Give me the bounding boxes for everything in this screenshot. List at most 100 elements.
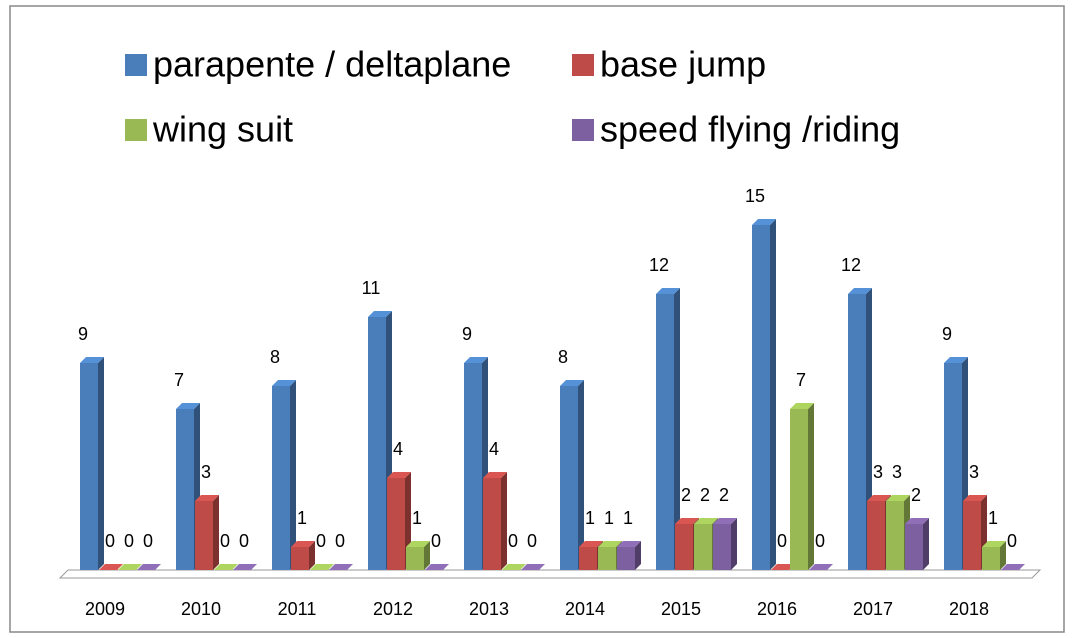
data-label: 8 (270, 347, 280, 367)
bar-top (771, 564, 795, 570)
data-label: 9 (78, 324, 88, 344)
x-tick-label: 2014 (565, 599, 605, 619)
bar (752, 219, 776, 570)
bar-front (656, 294, 674, 570)
bar-top (848, 288, 872, 294)
data-label: 0 (508, 531, 518, 551)
x-tick-label: 2017 (853, 599, 893, 619)
data-label: 0 (777, 531, 787, 551)
data-label: 0 (220, 531, 230, 551)
x-tick-label: 2013 (469, 599, 509, 619)
bar-front (982, 547, 1000, 570)
bar-top (483, 472, 507, 478)
bar-top (617, 541, 641, 547)
bar (521, 564, 545, 570)
legend-label: base jump (600, 44, 766, 85)
bar-front (694, 524, 712, 570)
bar (291, 541, 315, 570)
bar-side (770, 219, 776, 570)
bar-top (387, 472, 411, 478)
bar-front (598, 547, 616, 570)
bar-front (483, 478, 501, 570)
bar-front (368, 317, 386, 570)
bar-top (233, 564, 257, 570)
data-label: 0 (431, 531, 441, 551)
bar-top (675, 518, 699, 524)
data-label: 1 (297, 508, 307, 528)
bar (118, 564, 142, 570)
legend-swatch (125, 54, 147, 76)
plot (80, 219, 1025, 570)
bar-top (598, 541, 622, 547)
bar (137, 564, 161, 570)
bar-top (886, 495, 910, 501)
data-label: 7 (174, 370, 184, 390)
bar (425, 564, 449, 570)
bar-top (656, 288, 680, 294)
x-tick-label: 2009 (85, 599, 125, 619)
data-label: 3 (892, 462, 902, 482)
data-label: 1 (604, 508, 614, 528)
bar (195, 495, 219, 570)
bar-top (214, 564, 238, 570)
legend-label: wing suit (152, 109, 293, 150)
data-label: 8 (558, 347, 568, 367)
bar-top (982, 541, 1006, 547)
bar-side (578, 380, 584, 570)
data-label: 0 (105, 531, 115, 551)
data-label: 0 (335, 531, 345, 551)
data-label: 12 (649, 255, 669, 275)
bar (406, 541, 430, 570)
data-label: 4 (393, 439, 403, 459)
data-label: 9 (942, 324, 952, 344)
data-label: 0 (239, 531, 249, 551)
bar (713, 518, 737, 570)
bar (905, 518, 929, 570)
bar-top (713, 518, 737, 524)
bar-side (501, 472, 507, 570)
bar-front (790, 409, 808, 570)
data-label: 3 (201, 462, 211, 482)
data-label: 1 (623, 508, 633, 528)
bar-front (560, 386, 578, 570)
data-label: 7 (796, 370, 806, 390)
bar-front (291, 547, 309, 570)
bar (771, 564, 795, 570)
data-label: 2 (700, 485, 710, 505)
bar-top (521, 564, 545, 570)
data-label: 3 (873, 462, 883, 482)
bar (99, 564, 123, 570)
bar-front (387, 478, 405, 570)
bar-top (790, 403, 814, 409)
bar (329, 564, 353, 570)
data-label: 4 (489, 439, 499, 459)
bar-top (99, 564, 123, 570)
bar-side (309, 541, 315, 570)
bar-top (137, 564, 161, 570)
bar (483, 472, 507, 570)
data-label: 1 (412, 508, 422, 528)
data-label: 15 (745, 186, 765, 206)
bar-front (905, 524, 923, 570)
data-label: 0 (527, 531, 537, 551)
bar-front (272, 386, 290, 570)
bar-top (694, 518, 718, 524)
bar-top (502, 564, 526, 570)
bar-front (176, 409, 194, 570)
bar-front (579, 547, 597, 570)
bar-front (867, 501, 885, 570)
bar (560, 380, 584, 570)
bar (272, 380, 296, 570)
x-tick-label: 2018 (949, 599, 989, 619)
bar-side (674, 288, 680, 570)
x-tick-label: 2015 (661, 599, 701, 619)
bar-side (98, 357, 104, 570)
bar-top (579, 541, 603, 547)
bar-top (867, 495, 891, 501)
x-tick-label: 2010 (181, 599, 221, 619)
bar-side (1000, 541, 1006, 570)
bar (617, 541, 641, 570)
data-label: 2 (911, 485, 921, 505)
bar-top (944, 357, 968, 363)
bar-front (80, 363, 98, 570)
